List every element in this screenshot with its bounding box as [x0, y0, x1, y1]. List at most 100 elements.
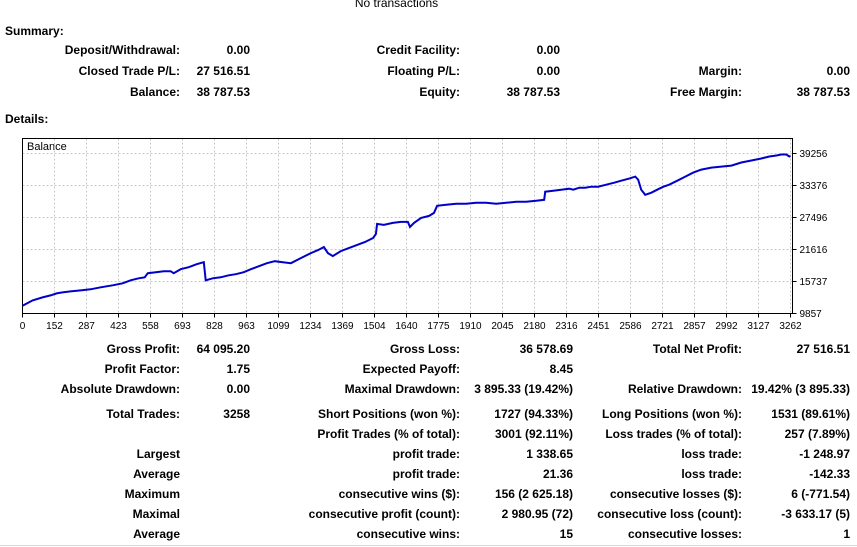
- stat-value: -1 248.97: [799, 447, 850, 461]
- stats-row: Maximum consecutive wins ($): 156 (2 625…: [0, 484, 850, 504]
- stats-row: Gross Profit: 64 095.20 Gross Loss: 36 5…: [0, 339, 850, 359]
- stat-label: Average: [133, 467, 180, 481]
- stat-value: [180, 444, 250, 464]
- x-tick-label: 152: [46, 321, 63, 332]
- plot-border: [22, 138, 793, 314]
- stats-row: Profit Factor: 1.75 Expected Payoff: 8.4…: [0, 359, 850, 379]
- x-tick-label: 2992: [715, 321, 738, 332]
- stats-row: Average consecutive wins: 15 consecutive…: [0, 524, 850, 544]
- x-tick-label: 828: [206, 321, 223, 332]
- stat-label: loss trade:: [681, 447, 742, 461]
- stat-label: Gross Loss:: [389, 342, 460, 356]
- x-tick-label: 2857: [683, 321, 706, 332]
- stat-label: Expected Payoff:: [362, 362, 460, 376]
- y-tick-label: 21616: [800, 245, 828, 256]
- stat-label: [0, 424, 180, 444]
- status-text: No transactions: [354, 0, 439, 10]
- x-tick-label: 963: [238, 321, 255, 332]
- stat-value: 0.00: [536, 64, 560, 78]
- chart-series-label: Balance: [27, 141, 67, 153]
- stat-label: Floating P/L:: [387, 64, 460, 78]
- stat-value: 0.00: [226, 382, 250, 396]
- x-tick-label: 2586: [619, 321, 642, 332]
- stat-label: consecutive profit (count):: [308, 507, 460, 521]
- stat-value: [742, 359, 850, 379]
- stat-label: Credit Facility:: [376, 43, 460, 57]
- stat-value: 1 338.65: [526, 447, 573, 461]
- stat-value: 2 980.95 (72): [501, 507, 573, 521]
- stat-value: 3258: [223, 407, 250, 421]
- x-tick-label: 287: [78, 321, 95, 332]
- details-stats-table: Gross Profit: 64 095.20 Gross Loss: 36 5…: [0, 339, 850, 544]
- stat-value: [180, 424, 250, 444]
- stat-label: Closed Trade P/L:: [78, 64, 180, 78]
- stat-label: Absolute Drawdown:: [60, 382, 180, 396]
- stat-value: 0.00: [826, 64, 850, 78]
- x-tick-label: 2045: [491, 321, 514, 332]
- stat-label: Gross Profit:: [106, 342, 180, 356]
- y-tick-label: 27496: [800, 213, 828, 224]
- summary-section-title: Summary:: [5, 24, 64, 38]
- stat-label: Long Positions (won %):: [602, 407, 742, 421]
- stat-value: [180, 504, 250, 524]
- stat-value: 0.00: [536, 43, 560, 57]
- summary-row: Closed Trade P/L: 27 516.51 Floating P/L…: [0, 61, 850, 82]
- stat-label: Loss trades (% of total):: [605, 427, 742, 441]
- stat-label: consecutive wins:: [356, 527, 460, 541]
- x-tick-label: 2451: [587, 321, 610, 332]
- summary-row: Balance: 38 787.53 Equity: 38 787.53 Fre…: [0, 82, 850, 103]
- stat-value: 19.42% (3 895.33): [751, 382, 850, 396]
- stat-value: 38 787.53: [796, 85, 850, 99]
- x-tick-label: 2316: [555, 321, 578, 332]
- stats-row: Profit Trades (% of total): 3001 (92.11%…: [0, 424, 850, 444]
- stat-value: [180, 524, 250, 544]
- x-tick-label: 558: [142, 321, 159, 332]
- stat-label: Largest: [136, 447, 180, 461]
- stat-label: Maximal: [132, 507, 180, 521]
- stats-row: Absolute Drawdown: 0.00 Maximal Drawdown…: [0, 379, 850, 399]
- x-tick-label: 1910: [459, 321, 482, 332]
- stat-value: 8.45: [549, 362, 573, 376]
- stat-value: 38 787.53: [196, 85, 250, 99]
- stat-value: -142.33: [809, 467, 850, 481]
- stat-label: Average: [133, 527, 180, 541]
- stat-label: [573, 359, 742, 379]
- stat-value: 27 516.51: [796, 342, 850, 356]
- stat-value: 21.36: [542, 467, 573, 481]
- x-tick-label: 1640: [395, 321, 418, 332]
- stat-value: 257 (7.89%): [784, 427, 850, 441]
- summary-table: Deposit/Withdrawal: 0.00 Credit Facility…: [0, 40, 850, 103]
- x-tick-label: 3262: [779, 321, 802, 332]
- stat-label: loss trade:: [681, 467, 742, 481]
- balance-curve: [22, 153, 791, 307]
- x-tick-label: 1369: [331, 321, 354, 332]
- x-tick-label: 423: [110, 321, 127, 332]
- stat-value: 1.75: [226, 362, 250, 376]
- x-tick-label: 3127: [747, 321, 770, 332]
- y-tick-label: 33376: [800, 181, 828, 192]
- stats-row: Maximal consecutive profit (count): 2 98…: [0, 504, 850, 524]
- stat-label: consecutive losses ($):: [609, 487, 742, 501]
- stat-label: Relative Drawdown:: [627, 382, 742, 396]
- stat-label: Profit Trades (% of total):: [317, 427, 460, 441]
- y-tick-label: 15737: [800, 277, 828, 288]
- stat-label: Total Trades:: [106, 407, 180, 421]
- y-tick-label: 9857: [800, 309, 823, 320]
- stat-label: Maximal Drawdown:: [344, 382, 460, 396]
- stat-label: profit trade:: [392, 467, 460, 481]
- stat-value: 0.00: [226, 43, 250, 57]
- bottom-separator: [0, 545, 857, 546]
- stat-label: Equity:: [419, 85, 460, 99]
- stat-label: Profit Factor:: [104, 362, 180, 376]
- stat-label: consecutive loss (count):: [597, 507, 742, 521]
- x-tick-label: 2180: [523, 321, 546, 332]
- stat-label: Total Net Profit:: [652, 342, 742, 356]
- stats-row: Largest profit trade: 1 338.65 loss trad…: [0, 444, 850, 464]
- stat-value: 156 (2 625.18): [494, 487, 573, 501]
- x-tick-label: 2721: [651, 321, 674, 332]
- stat-value: 3 895.33 (19.42%): [474, 382, 573, 396]
- stat-value: 15: [559, 527, 573, 541]
- stat-label: Short Positions (won %):: [318, 407, 460, 421]
- x-tick-label: 1099: [267, 321, 290, 332]
